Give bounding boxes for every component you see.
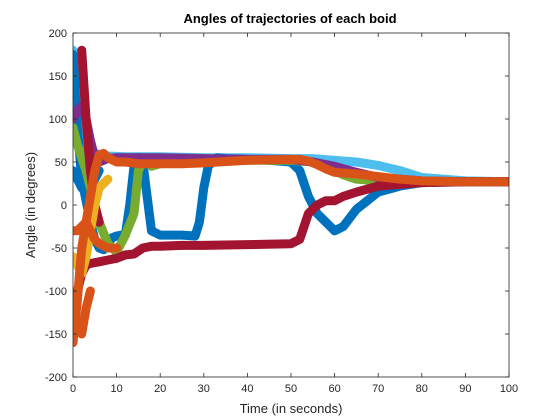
series-layer [73,45,509,348]
y-tick-label: -50 [51,243,67,255]
plot-area: 0 10 20 30 40 50 60 70 80 90 100 -200 -150 -100 -50 0 5… [45,28,518,395]
x-axis-label: Time (in seconds) [240,401,343,416]
x-axis: 0 10 20 30 40 50 60 70 80 90 100 [70,33,518,395]
y-axis: -200 -150 -100 -50 0 50 100 150 200 [45,28,509,384]
y-tick-label: -100 [45,286,67,298]
series-line-11 [77,286,95,339]
y-tick-label: 100 [49,114,67,126]
chart-title: Angles of trajectories of each boid [183,11,396,26]
y-tick-label: 0 [61,200,67,212]
y-tick-label: 150 [49,71,67,83]
x-tick-label: 30 [198,383,210,395]
x-tick-label: 0 [70,383,76,395]
y-tick-label: -200 [45,372,67,384]
x-tick-label: 20 [154,383,166,395]
y-tick-label: 50 [55,157,67,169]
x-tick-label: 60 [328,383,340,395]
x-tick-label: 40 [241,383,253,395]
y-tick-label: 200 [49,28,67,40]
x-tick-label: 100 [500,383,518,395]
y-axis-label: Angle (in degrees) [23,152,38,258]
x-tick-label: 10 [110,383,122,395]
x-tick-label: 50 [285,383,297,395]
series-line-6 [73,177,509,313]
series-line-9 [73,148,509,348]
y-tick-label: -150 [45,329,67,341]
series-line-10 [73,217,122,253]
x-tick-label: 70 [372,383,384,395]
x-tick-label: 80 [416,383,428,395]
x-tick-label: 90 [459,383,471,395]
